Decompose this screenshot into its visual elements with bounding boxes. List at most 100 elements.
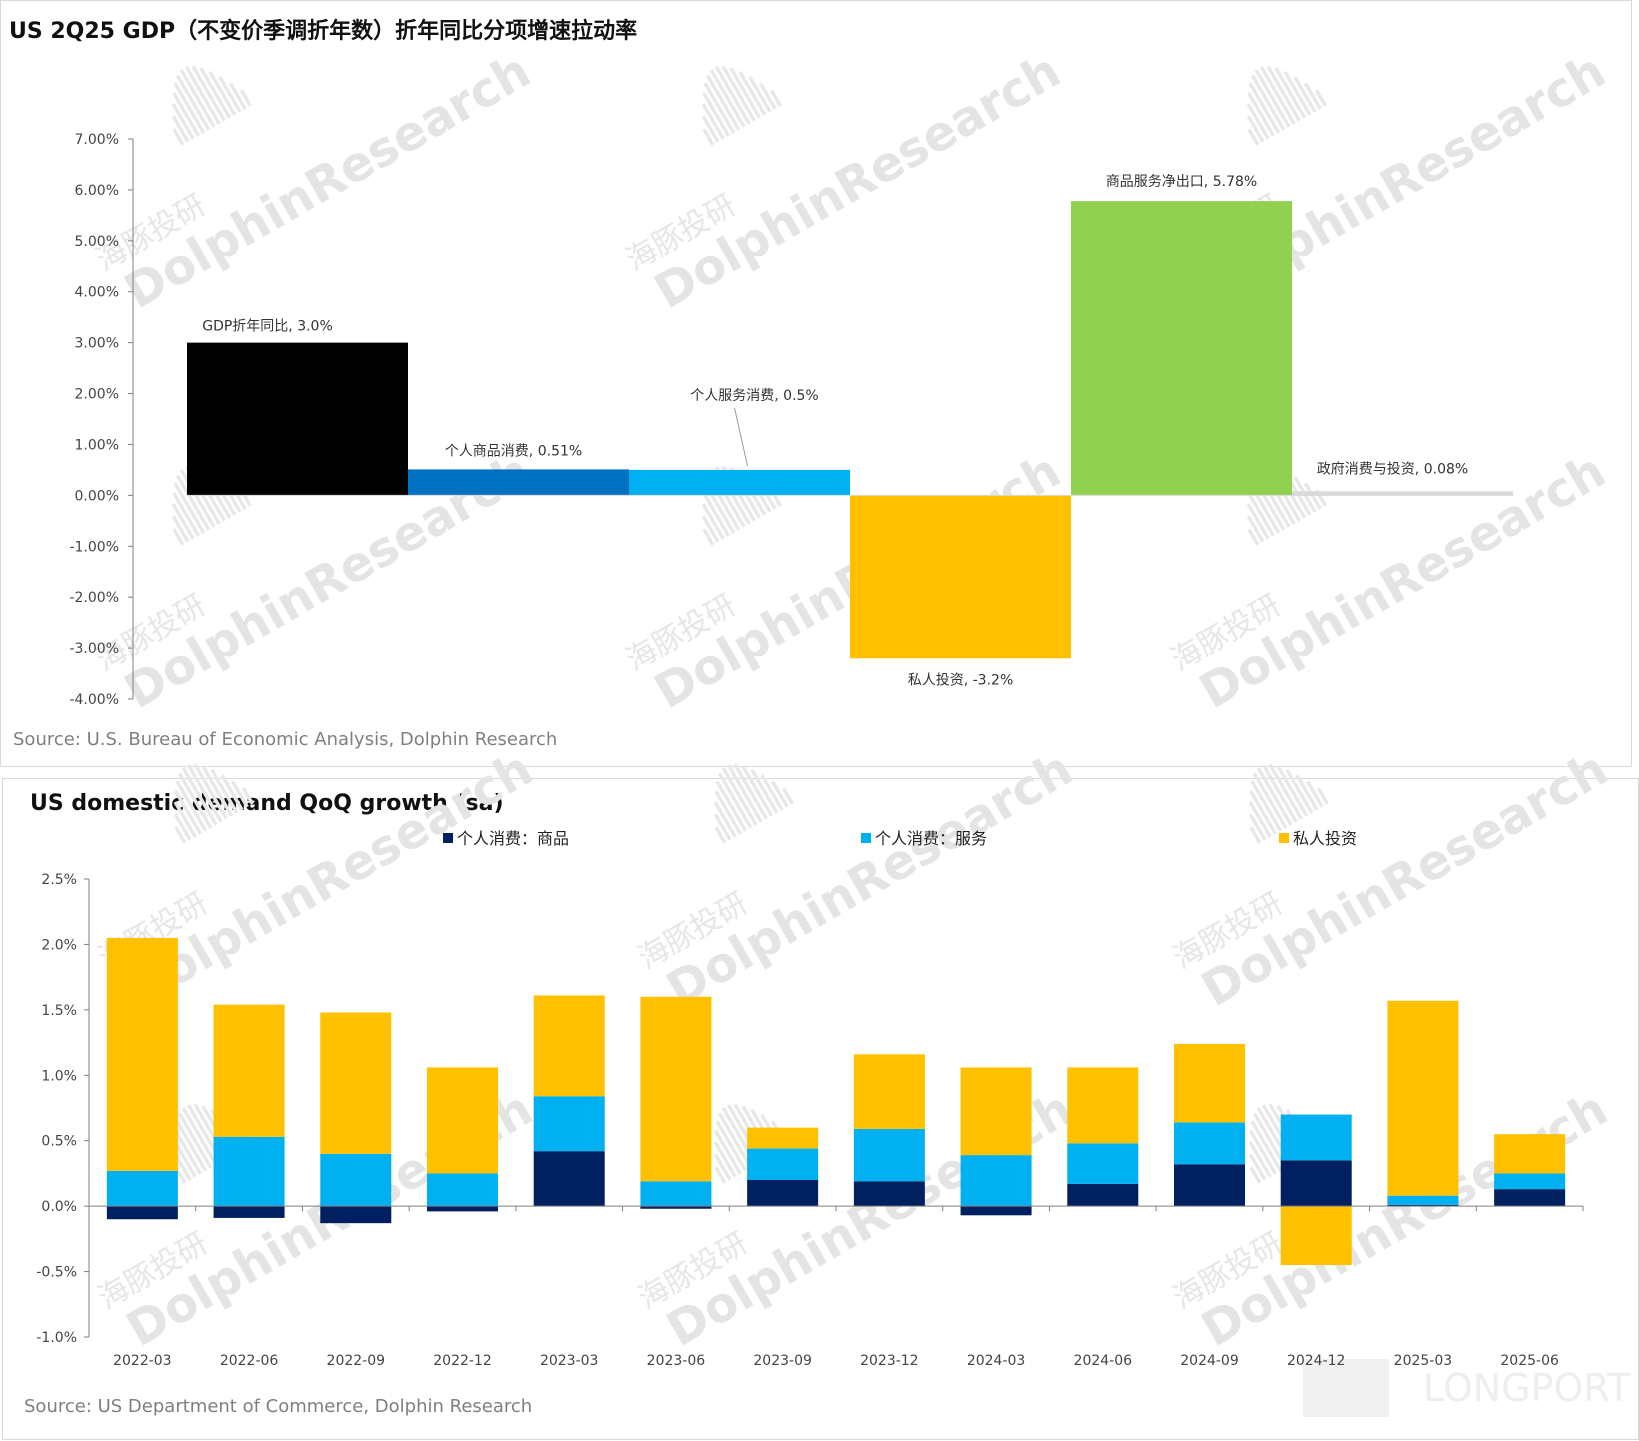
y-tick-label: -3.00%: [69, 641, 119, 657]
y-tick-label: -2.00%: [69, 590, 119, 606]
bar-segment: [747, 1127, 819, 1149]
data-label: 政府消费与投资, 0.08%: [1317, 461, 1468, 477]
watermark-en: DolphinResearch: [657, 741, 1081, 1018]
bar-segment: [960, 1067, 1032, 1156]
y-tick-label: -1.0%: [36, 1330, 77, 1346]
source-note: Source: U.S. Bureau of Economic Analysis…: [13, 729, 558, 750]
bar-segment: [747, 1148, 819, 1180]
watermark-bar: [1303, 482, 1322, 510]
watermark-bar: [179, 69, 216, 128]
domestic-demand-panel: US domestic demand QoQ growth (sa) 海豚投研 D…: [2, 741, 1639, 1440]
watermark-bar: [702, 491, 730, 537]
watermark-bar: [1246, 103, 1270, 140]
legend-swatch: [443, 833, 453, 843]
bar-segment: [747, 1179, 819, 1207]
bar-segment: [1280, 1114, 1352, 1161]
bar-segment: [320, 1153, 392, 1207]
y-tick-label: 1.5%: [41, 1003, 77, 1019]
bar-segment: [427, 1173, 498, 1207]
bar-5: [1292, 491, 1513, 496]
watermark-en: DolphinResearch: [1192, 741, 1616, 1018]
label-leader-line: [734, 407, 748, 467]
watermark-bar: [717, 1112, 753, 1169]
bar-segment: [1494, 1173, 1566, 1190]
watermark-bar: [741, 765, 774, 817]
watermark-bar: [173, 482, 206, 534]
bar-segment: [1494, 1189, 1566, 1207]
watermark-bar: [1283, 70, 1312, 116]
watermark-bar: [199, 67, 232, 119]
watermark-bar: [173, 82, 206, 134]
watermark-bar: [1252, 1112, 1288, 1169]
watermark-bar: [748, 76, 772, 113]
watermark-bar: [1268, 763, 1303, 820]
watermark-bar: [702, 128, 715, 146]
brand-watermark: LONGPORT: [1423, 1366, 1631, 1410]
y-tick-label: 0.5%: [41, 1134, 77, 1150]
watermark-bar: [726, 764, 763, 823]
y-tick-label: 2.5%: [41, 872, 77, 888]
watermark-bar: [1248, 1153, 1267, 1181]
watermark-bar: [1295, 774, 1319, 811]
legend-label: 私人投资: [1293, 829, 1357, 848]
y-tick-label: 3.00%: [75, 336, 119, 352]
bar-segment: [1387, 1195, 1459, 1205]
watermark-en: DolphinResearch: [117, 741, 541, 1018]
watermark-bar: [714, 1166, 727, 1184]
watermark-bar: [220, 774, 244, 811]
watermark-bar: [208, 70, 237, 116]
bar-0: [187, 342, 408, 496]
watermark-bar: [1249, 1129, 1277, 1175]
x-tick-label: 2022-09: [327, 1353, 386, 1369]
bar-segment: [1174, 1122, 1245, 1165]
y-tick-label: 1.0%: [41, 1068, 77, 1084]
watermark-bar: [175, 474, 211, 531]
bar-segment: [1174, 1043, 1245, 1123]
watermark-bar: [174, 789, 202, 835]
watermark-bar: [714, 789, 742, 835]
watermark-bar: [1293, 76, 1317, 113]
watermark-bar: [1250, 1120, 1283, 1172]
watermark-bar: [769, 89, 782, 107]
x-tick-label: 2023-12: [860, 1353, 919, 1369]
bar-segment: [213, 1004, 285, 1137]
x-tick-label: 2024-06: [1074, 1353, 1133, 1369]
y-tick-label: 5.00%: [75, 234, 119, 250]
watermark-bar: [701, 115, 720, 143]
watermark-bar: [1252, 772, 1288, 829]
watermark-bar: [172, 528, 185, 546]
data-label: 私人投资, -3.2%: [908, 672, 1014, 688]
bar-segment: [533, 1096, 605, 1152]
watermark-bar: [177, 772, 213, 829]
watermark-bar: [713, 1153, 732, 1181]
watermark-bar: [171, 503, 195, 540]
x-tick-label: 2023-03: [540, 1353, 599, 1369]
x-tick-label: 2022-12: [433, 1353, 492, 1369]
watermark-bar: [1247, 128, 1260, 146]
watermark-bar: [186, 764, 223, 823]
watermark-bar: [239, 89, 252, 107]
watermark-bar: [184, 66, 221, 125]
watermark-bar: [172, 128, 185, 146]
bar-segment: [640, 1181, 712, 1207]
watermark-bar: [715, 780, 748, 832]
y-tick-label: -0.5%: [36, 1265, 77, 1281]
watermark-bar: [1250, 780, 1283, 832]
watermark-bar: [1254, 69, 1291, 128]
watermark-bar: [781, 787, 794, 805]
watermark-bar: [770, 780, 789, 808]
bar-segment: [640, 1206, 712, 1209]
bar-3: [850, 495, 1071, 659]
watermark-bar: [709, 69, 746, 128]
watermark-bar: [1266, 65, 1301, 122]
watermark-bar: [241, 787, 254, 805]
bar-segment: [427, 1067, 498, 1174]
x-tick-label: 2023-09: [753, 1353, 812, 1369]
watermark-bar: [750, 768, 779, 814]
watermark-bar: [174, 1129, 202, 1175]
bar-segment: [853, 1128, 925, 1182]
bar-segment: [640, 996, 712, 1182]
legend-label: 个人消费：商品: [457, 829, 569, 848]
